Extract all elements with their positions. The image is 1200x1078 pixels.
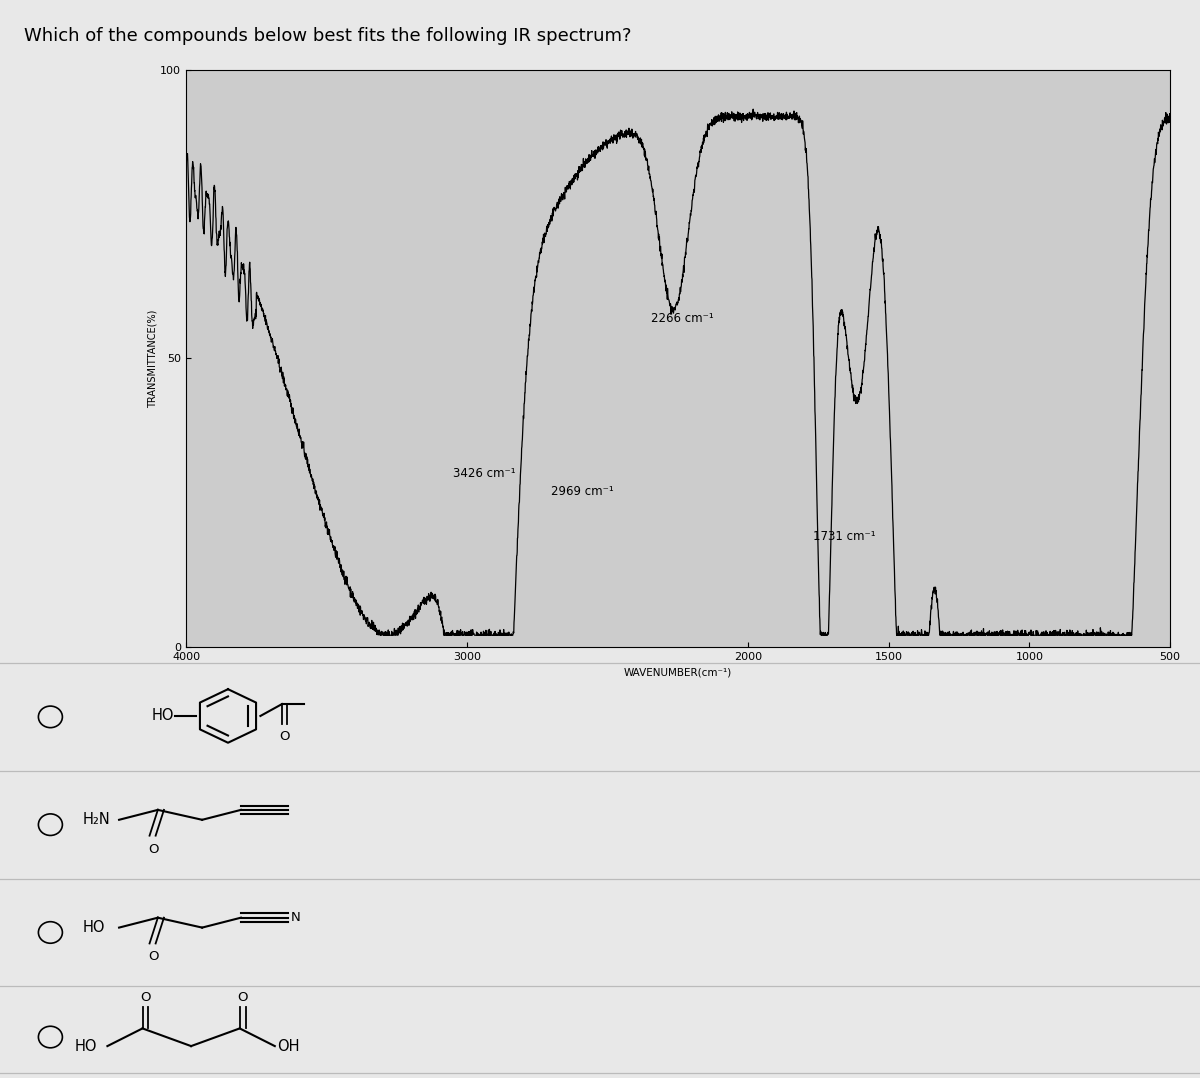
Text: Which of the compounds below best fits the following IR spectrum?: Which of the compounds below best fits t…: [24, 27, 631, 45]
X-axis label: WAVENUMBER(cm⁻¹): WAVENUMBER(cm⁻¹): [624, 667, 732, 677]
Text: O: O: [238, 991, 248, 1004]
Text: O: O: [280, 730, 290, 743]
Text: HO: HO: [83, 921, 106, 935]
Text: O: O: [140, 991, 151, 1004]
Text: N: N: [290, 911, 300, 924]
Text: 3426 cm⁻¹: 3426 cm⁻¹: [454, 467, 516, 481]
Y-axis label: TRANSMITTANCE(%): TRANSMITTANCE(%): [148, 309, 157, 407]
Text: HO: HO: [74, 1038, 97, 1053]
Text: OH: OH: [277, 1038, 300, 1053]
Text: 1731 cm⁻¹: 1731 cm⁻¹: [812, 530, 875, 543]
Text: H₂N: H₂N: [83, 813, 110, 827]
Text: 2266 cm⁻¹: 2266 cm⁻¹: [652, 312, 714, 324]
Text: HO: HO: [151, 708, 174, 723]
Text: 2969 cm⁻¹: 2969 cm⁻¹: [552, 485, 614, 498]
Text: O: O: [149, 843, 158, 856]
Text: O: O: [149, 951, 158, 964]
